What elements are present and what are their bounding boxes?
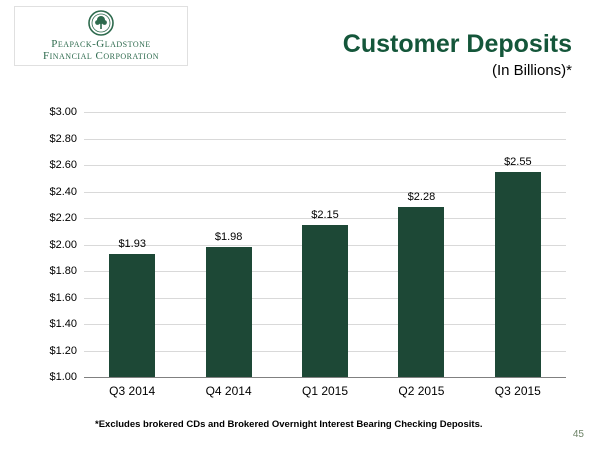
page-title: Customer Deposits <box>342 30 572 58</box>
bar <box>109 253 156 377</box>
gridline <box>84 112 566 113</box>
x-tick-label: Q3 2014 <box>109 384 156 398</box>
bar-group: $2.55 <box>470 112 566 377</box>
y-tick-label: $2.40 <box>49 185 77 198</box>
footnote: *Excludes brokered CDs and Brokered Over… <box>95 419 483 430</box>
logo-name-line2: Financial Corporation <box>42 50 160 62</box>
logo-emblem-icon <box>88 10 114 36</box>
gridline <box>84 165 566 166</box>
y-tick-label: $1.40 <box>49 318 77 330</box>
y-tick-label: $1.80 <box>49 265 77 277</box>
gridline <box>84 218 566 219</box>
chart-body: $1.00 $1.20 $1.40 $1.60 $1.80 $2.00 $2.20 $2.40… <box>36 106 566 383</box>
bar-group: $1.98 <box>180 112 276 377</box>
bar <box>494 171 541 377</box>
gridline <box>84 191 566 193</box>
title-block: Customer Deposits (In Billions)* <box>343 30 572 79</box>
logo-name-line1: Peapack-Gladstone <box>51 38 151 50</box>
plot-area: $1.93 $1.98 $2.15 $2.28 $2.55 <box>84 112 566 378</box>
bar-group: $1.93 <box>84 112 180 377</box>
y-tick-label: $1.20 <box>49 344 77 357</box>
company-logo: Peapack-Gladstone Financial Corporation <box>14 6 188 66</box>
y-tick-label: $3.00 <box>49 106 77 118</box>
gridline <box>84 138 566 140</box>
bar-value-label: $2.28 <box>407 191 436 204</box>
bar <box>398 207 445 377</box>
bar-value-label: $2.55 <box>504 155 532 168</box>
bar <box>205 247 252 377</box>
x-axis-labels: Q3 2014 Q4 2014 Q1 2015 Q2 2015 Q3 2015 <box>84 384 566 398</box>
bar-group: $2.15 <box>277 112 373 377</box>
bar-value-label: $1.98 <box>214 231 243 244</box>
x-tick-label: Q2 2015 <box>398 384 445 398</box>
bar <box>302 224 349 377</box>
page-subtitle: (In Billions)* <box>491 62 572 79</box>
page-number: 45 <box>572 429 584 440</box>
y-tick-label: $1.00 <box>49 371 77 383</box>
x-tick-label: Q3 2015 <box>494 384 541 398</box>
y-tick-label: $2.00 <box>49 238 77 251</box>
y-tick-label: $1.60 <box>49 291 77 304</box>
bar-group: $2.28 <box>373 112 469 377</box>
y-tick-label: $2.80 <box>49 132 77 145</box>
y-axis-labels: $1.00 $1.20 $1.40 $1.60 $1.80 $2.00 $2.20 $2.40… <box>36 106 84 383</box>
bar-value-label: $1.93 <box>118 237 146 250</box>
x-tick-label: Q1 2015 <box>301 384 349 398</box>
y-tick-label: $2.60 <box>49 159 77 171</box>
bars: $1.93 $1.98 $2.15 $2.28 $2.55 <box>84 112 566 377</box>
bar-chart: $1.00 $1.20 $1.40 $1.60 $1.80 $2.00 $2.20 $2.40… <box>36 106 566 398</box>
bar-value-label: $2.15 <box>311 208 339 221</box>
x-tick-label: Q4 2014 <box>205 384 252 398</box>
y-tick-label: $2.20 <box>49 212 77 224</box>
